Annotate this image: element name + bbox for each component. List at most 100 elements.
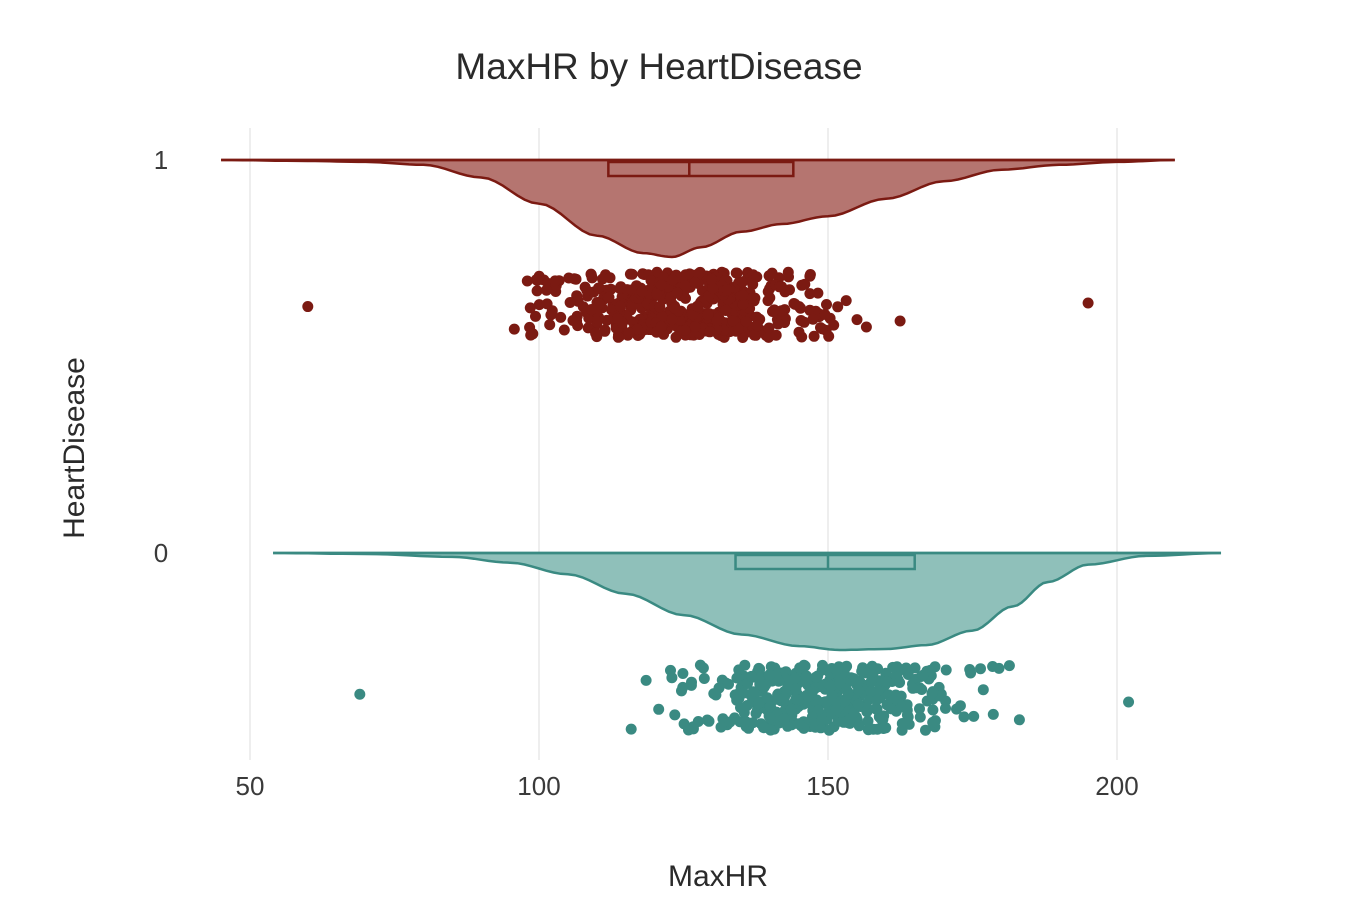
- data-point: [764, 292, 776, 304]
- data-point: [521, 275, 533, 287]
- data-point: [975, 663, 986, 675]
- data-point: [806, 711, 818, 723]
- data-point: [993, 662, 1005, 674]
- data-point: [666, 672, 678, 684]
- data-point: [693, 268, 704, 280]
- data-point: [715, 721, 727, 733]
- data-point: [687, 309, 699, 320]
- data-point: [689, 277, 701, 288]
- data-point: [585, 304, 597, 315]
- data-point: [810, 671, 822, 683]
- data-point: [894, 315, 906, 327]
- data-point: [968, 710, 980, 722]
- plot-area: [221, 158, 1222, 736]
- data-point: [679, 280, 691, 292]
- data-point: [763, 322, 775, 334]
- data-point: [909, 662, 921, 674]
- data-point: [615, 300, 626, 312]
- grid-lines: [249, 128, 1118, 760]
- data-point: [828, 319, 840, 331]
- data-point: [778, 713, 790, 725]
- data-point: [680, 292, 691, 304]
- data-point: [977, 684, 989, 696]
- data-point: [862, 715, 874, 727]
- data-point: [927, 716, 939, 728]
- data-point: [853, 720, 865, 732]
- data-point: [612, 313, 623, 324]
- data-point: [572, 295, 584, 307]
- data-point: [531, 274, 543, 286]
- data-point: [825, 680, 837, 692]
- data-point: [852, 698, 864, 710]
- x-axis-title: MaxHR: [668, 860, 768, 893]
- data-point: [737, 298, 749, 310]
- data-point: [692, 716, 704, 727]
- data-point: [704, 326, 716, 338]
- data-point: [531, 285, 543, 297]
- data-point: [865, 685, 877, 697]
- data-point: [795, 315, 807, 326]
- data-point: [669, 709, 681, 721]
- data-point: [804, 304, 816, 316]
- data-point: [823, 330, 835, 342]
- data-point: [593, 282, 604, 294]
- data-point: [735, 702, 746, 714]
- data-point: [655, 321, 667, 333]
- data-point: [689, 321, 701, 333]
- data-point: [640, 674, 652, 686]
- density-cloud-0: [273, 551, 1222, 652]
- data-point: [549, 275, 561, 287]
- data-point: [721, 284, 733, 296]
- data-point: [669, 302, 681, 314]
- data-point: [840, 661, 852, 673]
- data-point: [723, 678, 734, 690]
- data-point: [626, 268, 638, 280]
- data-point: [733, 322, 744, 334]
- rain-points-0: [354, 659, 1135, 736]
- x-tick-labels: 50 100 150 200: [236, 771, 1139, 801]
- data-point: [746, 670, 757, 682]
- data-point: [812, 287, 824, 299]
- data-point: [546, 305, 558, 317]
- data-point: [853, 684, 865, 696]
- data-point: [816, 323, 828, 335]
- data-point: [590, 327, 602, 339]
- data-point: [808, 330, 820, 342]
- data-point: [1003, 660, 1015, 672]
- data-point: [758, 722, 770, 734]
- data-point: [885, 703, 897, 715]
- data-point: [917, 669, 929, 681]
- data-point: [599, 324, 611, 336]
- data-point: [782, 266, 794, 278]
- iqr-box-1: [607, 160, 795, 178]
- data-point: [730, 267, 742, 279]
- data-point: [821, 299, 832, 310]
- data-point: [907, 682, 919, 694]
- data-point: [691, 300, 703, 312]
- data-point: [564, 297, 576, 308]
- data-point: [677, 668, 689, 679]
- data-point: [720, 305, 732, 316]
- data-point: [844, 713, 856, 725]
- data-point: [737, 276, 748, 288]
- data-point: [964, 664, 976, 675]
- data-point: [823, 724, 835, 736]
- data-point: [870, 703, 881, 715]
- data-point: [764, 669, 775, 681]
- data-point: [653, 703, 665, 715]
- data-point: [586, 272, 598, 284]
- data-point: [768, 304, 780, 316]
- data-point: [914, 703, 925, 715]
- data-point: [711, 315, 723, 327]
- data-point: [706, 273, 717, 285]
- data-point: [625, 723, 637, 735]
- data-point: [666, 274, 678, 286]
- data-point: [940, 664, 952, 676]
- data-point: [583, 312, 595, 324]
- data-point: [851, 314, 863, 326]
- data-point: [896, 718, 908, 729]
- data-point: [612, 331, 624, 343]
- data-point: [524, 302, 536, 314]
- data-point: [525, 329, 537, 341]
- data-point: [920, 724, 931, 736]
